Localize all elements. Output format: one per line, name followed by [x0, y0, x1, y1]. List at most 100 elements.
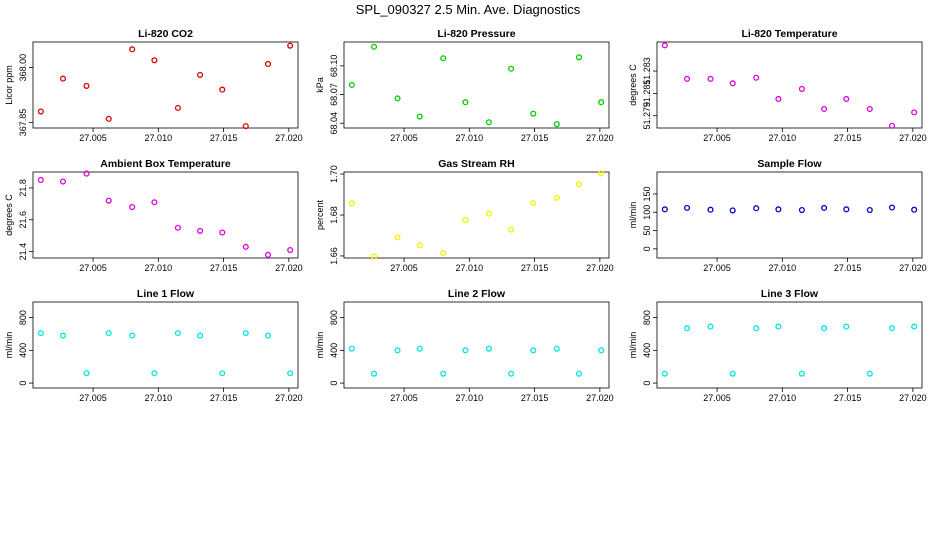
data-point — [485, 210, 492, 217]
plot-frame — [32, 41, 299, 129]
data-point — [683, 325, 691, 332]
data-point — [707, 206, 714, 213]
data-point — [661, 370, 668, 377]
y-tick-label: 400 — [329, 343, 339, 358]
data-point — [598, 170, 605, 177]
y-tick-label: 68.04 — [329, 112, 339, 135]
data-point — [440, 370, 447, 377]
plot-frame — [343, 171, 610, 259]
data-point — [661, 42, 668, 49]
y-tick-label: 68.10 — [329, 55, 339, 78]
x-tick-label: 27.015 — [834, 263, 862, 273]
x-tick-label: 27.015 — [210, 393, 238, 403]
x-tick-label: 27.020 — [899, 393, 927, 403]
y-tick-label: 21.8 — [18, 179, 28, 197]
y-tick-label: 800 — [329, 310, 339, 325]
plot-frame — [343, 41, 610, 129]
data-point — [105, 115, 112, 122]
data-point — [729, 207, 736, 214]
x-tick-label: 27.015 — [521, 393, 549, 403]
x-tick-label: 27.020 — [586, 393, 614, 403]
data-point — [242, 243, 249, 250]
y-tick-label: 368.00 — [18, 54, 28, 82]
panel-line-1-flow: Line 1 Flow 27.005 27.010 27.015 27.020 0 400 8… — [4, 288, 303, 403]
data-point — [661, 206, 668, 213]
panel-title: Sample Flow — [757, 158, 822, 170]
data-point — [394, 95, 401, 102]
x-tick-label: 27.020 — [899, 263, 927, 273]
data-point — [485, 119, 492, 126]
data-point — [394, 347, 401, 354]
panel-title: Line 3 Flow — [761, 288, 819, 300]
data-point — [575, 370, 583, 377]
x-tick-label: 27.005 — [703, 263, 731, 273]
data-point — [798, 85, 805, 92]
data-point — [416, 242, 423, 249]
data-point — [129, 332, 136, 339]
data-point — [530, 200, 537, 207]
plot-frame — [32, 301, 299, 389]
y-axis-label: ml/min — [4, 332, 14, 359]
x-tick-label: 27.010 — [769, 393, 797, 403]
panel-gas-stream-rh: Gas Stream RH 27.005 27.010 27.015 27.020 1.6… — [315, 158, 614, 273]
x-tick-label: 27.020 — [586, 133, 614, 143]
x-tick-label: 27.010 — [456, 133, 484, 143]
data-point — [866, 105, 873, 113]
y-tick-label: 100 — [642, 205, 652, 220]
data-point — [83, 370, 90, 377]
y-tick-label: 51.281 — [642, 80, 652, 108]
y-axis-label: Licor ppm — [4, 65, 14, 105]
data-point — [174, 330, 181, 337]
x-tick-label: 27.005 — [390, 133, 418, 143]
data-point — [462, 347, 469, 354]
data-point — [753, 205, 760, 212]
y-axis-label: degrees C — [4, 194, 14, 236]
y-tick-label: 21.6 — [18, 211, 28, 229]
x-tick-label: 27.020 — [586, 263, 614, 273]
data-point — [911, 109, 918, 116]
plot-frame — [656, 41, 923, 129]
data-point — [37, 176, 44, 184]
y-axis-label: ml/min — [628, 202, 638, 229]
data-point — [553, 194, 560, 201]
data-point — [798, 207, 805, 214]
x-tick-label: 27.010 — [456, 263, 484, 273]
data-point — [729, 370, 736, 377]
data-point — [151, 57, 158, 64]
data-point — [219, 86, 226, 93]
data-point — [821, 204, 828, 211]
data-point — [843, 206, 850, 213]
y-axis-label: degrees C — [628, 64, 638, 106]
y-tick-label: 800 — [18, 310, 28, 325]
data-point — [485, 345, 492, 352]
data-point — [37, 330, 44, 337]
data-point — [416, 113, 423, 120]
data-point — [508, 370, 515, 377]
data-point — [219, 370, 226, 377]
x-tick-label: 27.015 — [521, 263, 549, 273]
data-point — [575, 181, 583, 188]
data-point — [598, 99, 605, 106]
data-point — [370, 253, 378, 260]
panel-li-820-pressure: Li-820 Pressure 27.005 27.010 27.015 27.020 6… — [315, 28, 614, 143]
x-tick-label: 27.005 — [79, 263, 107, 273]
plot-frame — [656, 171, 923, 259]
x-tick-label: 27.010 — [456, 393, 484, 403]
data-point — [888, 325, 896, 332]
data-point — [440, 250, 447, 257]
data-point — [129, 203, 136, 211]
data-point — [440, 55, 447, 62]
data-point — [105, 197, 112, 204]
y-tick-label: 800 — [642, 310, 652, 325]
data-point — [370, 370, 378, 377]
x-tick-label: 27.020 — [275, 133, 303, 143]
data-point — [370, 43, 378, 50]
data-point — [707, 323, 714, 330]
x-tick-label: 27.005 — [703, 393, 731, 403]
data-point — [821, 105, 828, 113]
y-tick-label: 0 — [642, 246, 652, 251]
figure-title: SPL_090327 2.5 Min. Ave. Diagnostics — [356, 2, 581, 17]
data-point — [753, 325, 760, 332]
y-tick-label: 0 — [18, 381, 28, 386]
x-tick-label: 27.010 — [145, 133, 173, 143]
